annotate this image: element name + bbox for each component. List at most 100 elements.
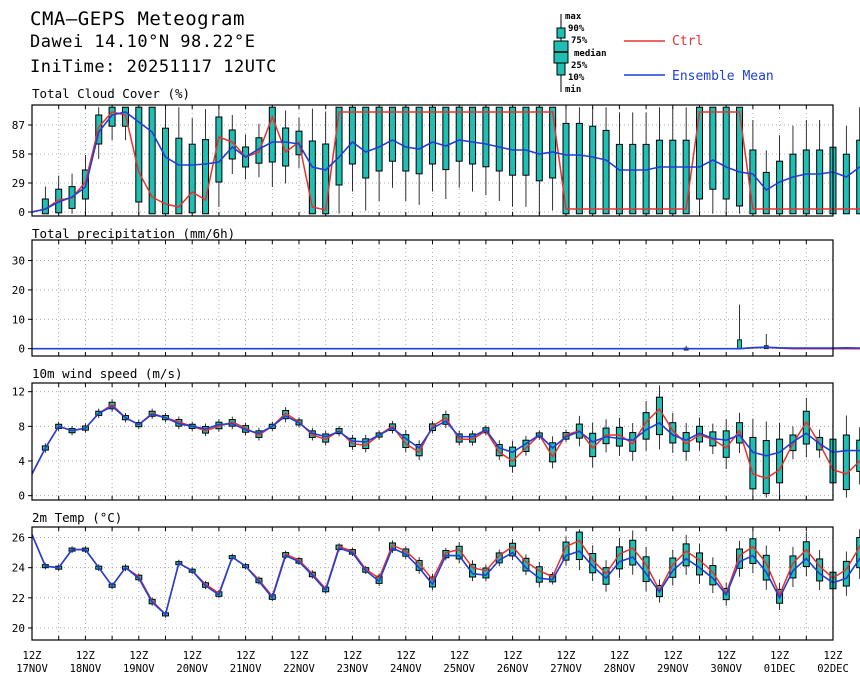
box-body (388, 106, 396, 162)
box-body (469, 106, 477, 165)
box-body (362, 106, 370, 179)
box-body (442, 106, 450, 171)
x-tick-label-hour: 12Z (717, 650, 736, 662)
box-body (429, 106, 436, 165)
box-body (509, 106, 517, 176)
ensemble-mean-line (31, 111, 860, 213)
legend-key-75: 75% (571, 36, 588, 46)
box-body (348, 437, 356, 447)
ctrl-series-line (31, 534, 860, 616)
panel-title: 10m wind speed (m/s) (32, 366, 183, 381)
panel-title: Total Cloud Cover (%) (32, 86, 190, 101)
ctrl-series-line (31, 403, 860, 480)
box-body (589, 125, 597, 215)
box-body (535, 566, 543, 583)
y-tick-label: 22 (12, 592, 25, 605)
y-tick-label: 24 (12, 562, 26, 575)
x-tick-label-hour: 12Z (290, 650, 309, 662)
x-tick-label-hour: 12Z (557, 650, 576, 662)
box-body (348, 106, 356, 165)
legend-key-min: min (565, 85, 582, 95)
x-tick-label-date: 19NOV (123, 663, 155, 675)
panel-border (31, 382, 834, 501)
box-body (749, 436, 757, 490)
box-body (415, 106, 423, 175)
box-body (602, 129, 610, 215)
x-tick-label-hour: 12Z (183, 650, 202, 662)
y-tick-label: 0 (18, 343, 25, 356)
box-body (41, 198, 49, 215)
ctrl-series-line (31, 111, 860, 213)
box-body (322, 143, 330, 215)
box-body (842, 153, 850, 215)
box-body (655, 396, 663, 436)
location-label: Dawei 14.10°N 98.22°E (30, 32, 256, 52)
x-tick-label-date: 21NOV (230, 663, 262, 675)
legend-key-10: 10% (568, 73, 585, 83)
box-body (455, 106, 463, 162)
x-tick-label-date: 17NOV (16, 663, 48, 675)
panel-border (31, 239, 834, 357)
box-body (802, 149, 810, 215)
box-body (842, 434, 850, 491)
panel-title: Total precipitation (mm/6h) (32, 226, 235, 241)
y-tick-label: 29 (12, 177, 25, 190)
box-body (575, 531, 583, 561)
box-body (762, 171, 770, 215)
box-body (629, 143, 637, 215)
box-body (495, 106, 503, 172)
panel-border (31, 104, 834, 217)
x-tick-label-date: 02DEC (817, 663, 849, 675)
init-time-label: IniTime: 20251117 12UTC (30, 57, 277, 77)
y-tick-label: 12 (12, 386, 25, 399)
box-body (549, 106, 557, 179)
box-body (535, 106, 543, 182)
box-body (188, 143, 196, 214)
x-tick-label-date: 27NOV (550, 663, 582, 675)
box-body (737, 339, 742, 350)
y-tick-label: 58 (12, 148, 25, 161)
x-tick-label-hour: 12Z (236, 650, 255, 662)
ensemble-mean-line (31, 534, 860, 616)
box-body (282, 127, 290, 167)
box-body (736, 548, 744, 569)
box-body (402, 106, 410, 172)
legend-box-glyph (553, 14, 569, 92)
box-body (816, 558, 824, 582)
y-tick-label: 4 (18, 455, 25, 468)
legend-key-max: max (565, 12, 582, 22)
x-tick-label-date: 25NOV (443, 663, 475, 675)
ensemble-mean-line (31, 405, 860, 475)
box-body (148, 106, 156, 215)
x-tick-label-hour: 12Z (396, 650, 415, 662)
box-body (482, 106, 490, 168)
y-tick-label: 87 (12, 119, 25, 132)
x-tick-label-hour: 12Z (23, 650, 42, 662)
box-body (162, 127, 169, 215)
ensemble-mean-line (32, 346, 860, 350)
box-body (375, 106, 383, 172)
box-body (682, 543, 690, 567)
panel-title: 2m Temp (°C) (32, 510, 122, 525)
x-tick-label-hour: 12Z (610, 650, 629, 662)
box-body (802, 541, 810, 567)
x-tick-label-date: 24NOV (390, 663, 422, 675)
x-tick-label-hour: 12Z (450, 650, 469, 662)
box-body (562, 122, 570, 215)
y-tick-label: 26 (12, 532, 25, 545)
y-tick-label: 10 (12, 313, 25, 326)
legend-key-25: 25% (571, 61, 588, 71)
box-body (135, 106, 143, 203)
box-body (629, 539, 637, 566)
box-body (655, 139, 663, 215)
box-body (776, 160, 784, 215)
x-tick-label-date: 20NOV (176, 663, 208, 675)
x-tick-label-hour: 12Z (663, 650, 682, 662)
y-tick-label: 8 (18, 420, 25, 433)
box-body (642, 143, 650, 215)
box-body (802, 410, 810, 445)
x-tick-label-date: 28NOV (604, 663, 636, 675)
box-body (175, 137, 183, 215)
x-tick-label-date: 01DEC (764, 663, 796, 675)
